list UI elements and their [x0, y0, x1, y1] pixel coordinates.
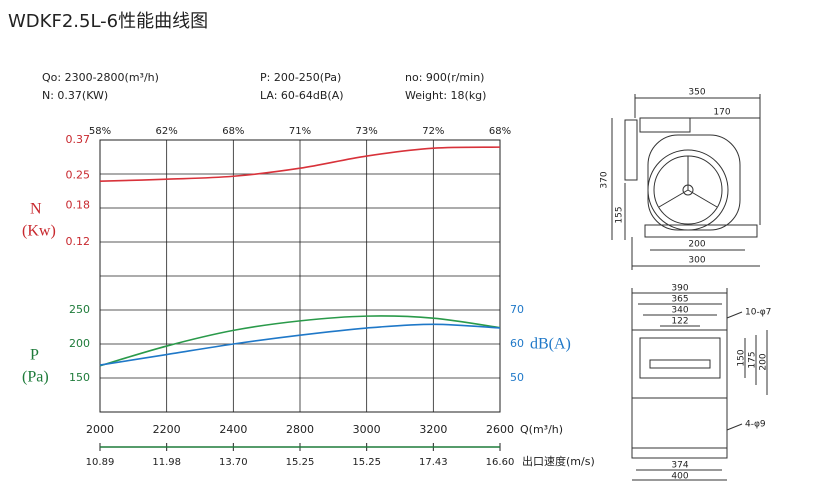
spec-text: LA: 60-64dB(A) — [260, 89, 344, 102]
chart: Qo: 2300-2800(m³/h) P: 200-250(Pa) no: 900… — [22, 71, 595, 468]
x-axis-label: Q(m³/h) — [520, 423, 563, 436]
velocity-label: 11.98 — [152, 457, 181, 468]
dimension-label: 4-φ9 — [745, 420, 766, 430]
velocity-label: 16.60 — [486, 457, 515, 468]
y-tick-label: 0.25 — [66, 169, 91, 182]
side-view-drawing — [611, 94, 761, 270]
x-tick-label: 2200 — [153, 423, 181, 436]
efficiency-label: 68% — [489, 126, 511, 137]
spec-text: no: 900(r/min) — [405, 71, 484, 84]
dimension-label: 175 — [748, 351, 758, 368]
spec-text: N: 0.37(KW) — [42, 89, 108, 102]
x-tick-label: 2600 — [486, 423, 514, 436]
x-tick-label: 2800 — [286, 423, 314, 436]
x-tick-label: 2400 — [219, 423, 247, 436]
dimension-label: 340 — [671, 306, 688, 316]
efficiency-label: 68% — [222, 126, 244, 137]
efficiency-label: 72% — [422, 126, 444, 137]
dimension-label: 370 — [600, 171, 610, 188]
axis-label: (Kw) — [22, 223, 56, 240]
velocity-axis-label: 出口速度(m/s) — [522, 454, 595, 468]
efficiency-label: 58% — [89, 126, 111, 137]
velocity-label: 13.70 — [219, 457, 248, 468]
y-tick-label: 0.12 — [66, 235, 91, 248]
front-view-drawing — [631, 288, 768, 481]
dimension-label: 390 — [671, 284, 688, 294]
efficiency-label: 71% — [289, 126, 311, 137]
x-tick-label: 3000 — [353, 423, 381, 436]
dimension-label: 155 — [615, 206, 625, 223]
y-tick-label: 250 — [69, 303, 90, 316]
y-tick-label: 0.37 — [66, 133, 91, 146]
dimension-label: 200 — [759, 353, 769, 370]
curve — [99, 315, 501, 367]
spec-text: Weight: 18(kg) — [405, 89, 486, 102]
dimension-label: 10-φ7 — [745, 308, 771, 318]
efficiency-label: 62% — [156, 126, 178, 137]
dimension-label: 170 — [713, 108, 730, 118]
dimension-label: 300 — [688, 256, 705, 266]
axis-label: P — [30, 347, 39, 364]
x-tick-label: 2000 — [86, 423, 114, 436]
y-tick-label: 60 — [510, 337, 524, 350]
dimension-label: 150 — [737, 349, 747, 366]
axis-label: dB(A) — [530, 336, 571, 353]
dimension-label: 350 — [688, 88, 705, 98]
dimension-label: 200 — [688, 240, 705, 250]
dimension-label: 365 — [671, 295, 688, 305]
y-tick-label: 150 — [69, 371, 90, 384]
axis-label: N — [30, 201, 42, 218]
dimension-label: 400 — [671, 472, 688, 482]
velocity-label: 15.25 — [352, 457, 381, 468]
spec-text: Qo: 2300-2800(m³/h) — [42, 71, 159, 84]
efficiency-label: 73% — [356, 126, 378, 137]
dimension-label: 122 — [671, 317, 688, 327]
y-tick-label: 50 — [510, 371, 524, 384]
y-tick-label: 0.18 — [66, 198, 91, 211]
axis-label: (Pa) — [22, 369, 49, 386]
chart-title: WDKF2.5L-6性能曲线图 — [8, 11, 208, 32]
velocity-label: 10.89 — [86, 457, 115, 468]
y-tick-label: 200 — [69, 337, 90, 350]
y-tick-label: 70 — [510, 303, 524, 316]
x-tick-label: 3200 — [419, 423, 447, 436]
spec-text: P: 200-250(Pa) — [260, 71, 341, 84]
curve — [99, 146, 501, 182]
curve — [99, 323, 501, 366]
dimension-label: 374 — [671, 461, 688, 471]
velocity-label: 15.25 — [286, 457, 315, 468]
velocity-label: 17.43 — [419, 457, 448, 468]
